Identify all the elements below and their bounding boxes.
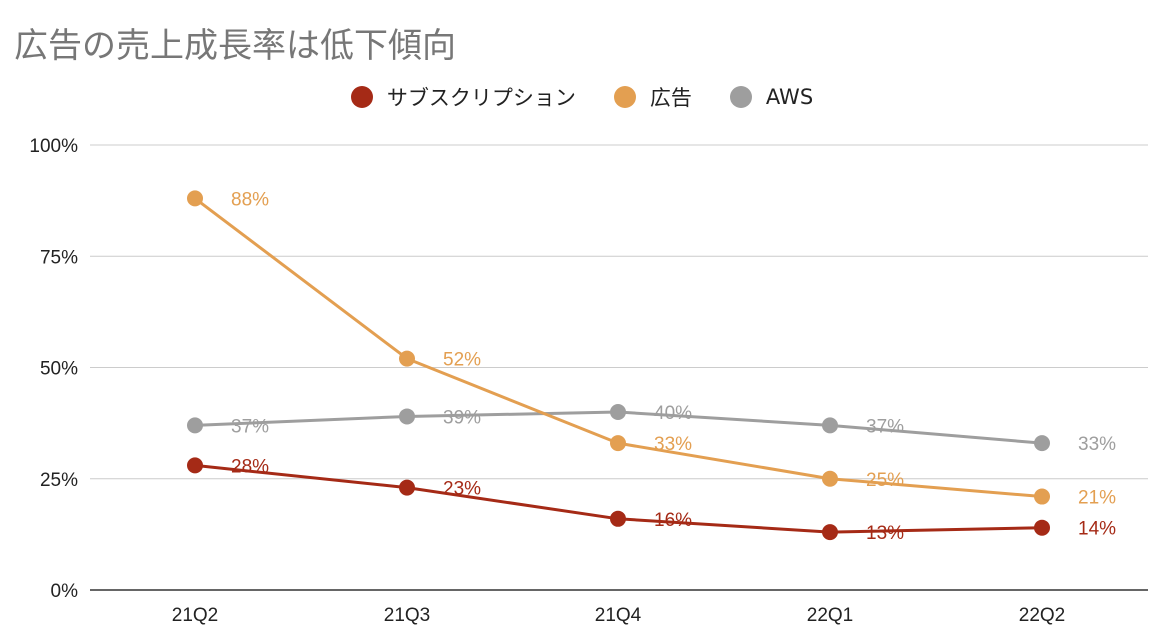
chart-title: 広告の売上成長率は低下傾向 (14, 26, 456, 66)
y-tick-label: 75% (40, 247, 78, 268)
y-tick-label: 25% (40, 470, 78, 491)
data-label: 33% (654, 434, 692, 455)
data-point (1034, 435, 1050, 452)
x-tick-label: 21Q4 (595, 605, 642, 626)
x-tick-label: 22Q2 (1019, 605, 1065, 626)
data-label: 37% (866, 416, 904, 437)
data-label: 39% (443, 407, 481, 428)
data-point (822, 417, 838, 434)
data-point (399, 408, 415, 425)
series-lines: 37% 39% 40% 37% 33% 88% 52% 33% 25% 21% 28% 23% 16% 1… (187, 189, 1116, 544)
data-point (610, 510, 626, 527)
data-point (1034, 488, 1050, 505)
legend-item-ads[interactable]: 広告 (613, 82, 692, 112)
data-point (187, 457, 203, 474)
x-tick-label: 21Q2 (172, 605, 218, 626)
legend-label-subscription: サブスクリプション (386, 86, 576, 110)
y-tick-label: 50% (40, 359, 78, 380)
x-tick-label: 22Q1 (807, 605, 853, 626)
data-label: 23% (443, 479, 481, 500)
data-point (822, 470, 838, 487)
data-point (1034, 519, 1050, 536)
legend-marker-subscription (350, 86, 373, 108)
legend-marker-ads (613, 86, 636, 108)
data-label: 16% (654, 510, 692, 531)
legend-item-subscription[interactable]: サブスクリプション (350, 82, 576, 112)
series-line (194, 197, 1043, 499)
series-aws: 37% 39% 40% 37% 33% (187, 403, 1116, 455)
data-point (399, 350, 415, 367)
data-label: 14% (1078, 519, 1116, 540)
y-tick-label: 0% (51, 581, 79, 602)
series-subscription: 28% 23% 16% 13% 14% (187, 456, 1116, 544)
data-label: 37% (231, 416, 269, 437)
data-label: 40% (654, 403, 692, 424)
data-point (610, 435, 626, 452)
data-point (399, 479, 415, 496)
series-ads: 88% 52% 33% 25% 21% (187, 189, 1116, 509)
legend-marker-aws (729, 86, 752, 108)
legend-label-aws: AWS (765, 85, 814, 109)
data-label: 52% (443, 350, 481, 371)
legend: サブスクリプション 広告 AWS (0, 82, 1164, 112)
data-label: 25% (866, 470, 904, 491)
x-tick-label: 21Q3 (384, 605, 430, 626)
data-label: 28% (231, 456, 269, 477)
y-tick-label: 100% (29, 136, 78, 157)
data-label: 33% (1078, 434, 1116, 455)
data-label: 88% (231, 189, 269, 210)
data-point (187, 417, 203, 434)
data-point (610, 404, 626, 420)
data-point (187, 190, 203, 207)
data-label: 13% (866, 523, 904, 544)
legend-item-aws[interactable]: AWS (729, 85, 814, 109)
axes: 0% 25% 50% 75% 100% 21Q2 21Q3 21Q4 22Q1 22Q2 (29, 136, 1148, 626)
data-point (822, 524, 838, 541)
gridlines (90, 144, 1148, 480)
legend-label-ads: 広告 (649, 86, 692, 110)
data-label: 21% (1078, 488, 1116, 509)
